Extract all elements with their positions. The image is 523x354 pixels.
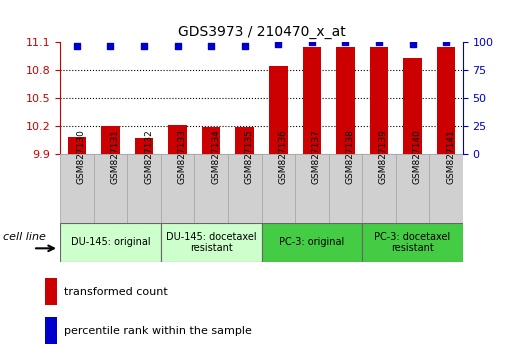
Point [241, 43, 249, 48]
Bar [303, 47, 321, 154]
Text: DU-145: docetaxel
resistant: DU-145: docetaxel resistant [166, 232, 256, 253]
Bar [45, 278, 57, 305]
Bar [101, 126, 120, 154]
Text: GSM827131: GSM827131 [110, 129, 119, 184]
Text: GSM827140: GSM827140 [413, 129, 422, 184]
Bar [60, 223, 161, 262]
Bar [161, 223, 262, 262]
Bar [370, 47, 388, 154]
Bar [67, 137, 86, 154]
Bar [195, 154, 228, 223]
Bar [403, 58, 422, 154]
Bar [45, 317, 57, 344]
Bar [60, 154, 94, 223]
Bar [295, 154, 328, 223]
Bar [262, 223, 362, 262]
Point [408, 41, 417, 46]
Bar [202, 127, 220, 154]
Bar [429, 154, 463, 223]
Bar [396, 154, 429, 223]
Point [207, 43, 215, 48]
Text: GSM827133: GSM827133 [178, 129, 187, 184]
Text: PC-3: original: PC-3: original [279, 238, 345, 247]
Text: GSM827137: GSM827137 [312, 129, 321, 184]
Text: DU-145: original: DU-145: original [71, 238, 150, 247]
Text: PC-3: docetaxel
resistant: PC-3: docetaxel resistant [374, 232, 451, 253]
Text: GSM827141: GSM827141 [446, 129, 455, 184]
Text: GSM827134: GSM827134 [211, 129, 220, 184]
Text: cell line: cell line [3, 232, 46, 242]
Bar [127, 154, 161, 223]
Bar [437, 47, 456, 154]
Bar [269, 66, 288, 154]
Bar [161, 154, 195, 223]
Bar [362, 154, 396, 223]
Bar [235, 127, 254, 154]
Point [442, 40, 450, 45]
Point [174, 43, 182, 48]
Bar [94, 154, 127, 223]
Bar [228, 154, 262, 223]
Point [140, 43, 148, 48]
Point [73, 43, 81, 48]
Title: GDS3973 / 210470_x_at: GDS3973 / 210470_x_at [178, 25, 345, 39]
Bar [262, 154, 295, 223]
Point [375, 40, 383, 45]
Text: GSM827139: GSM827139 [379, 129, 388, 184]
Point [274, 41, 282, 46]
Text: GSM827130: GSM827130 [77, 129, 86, 184]
Bar [135, 138, 153, 154]
Bar [168, 125, 187, 154]
Point [106, 43, 115, 48]
Text: transformed count: transformed count [64, 287, 167, 297]
Bar [328, 154, 362, 223]
Point [308, 40, 316, 45]
Text: GSM827135: GSM827135 [245, 129, 254, 184]
Text: GSM827138: GSM827138 [345, 129, 355, 184]
Text: percentile rank within the sample: percentile rank within the sample [64, 326, 252, 336]
Text: GSM827136: GSM827136 [278, 129, 287, 184]
Point [341, 40, 349, 45]
Bar [336, 47, 355, 154]
Text: GSM827132: GSM827132 [144, 129, 153, 184]
Bar [362, 223, 463, 262]
